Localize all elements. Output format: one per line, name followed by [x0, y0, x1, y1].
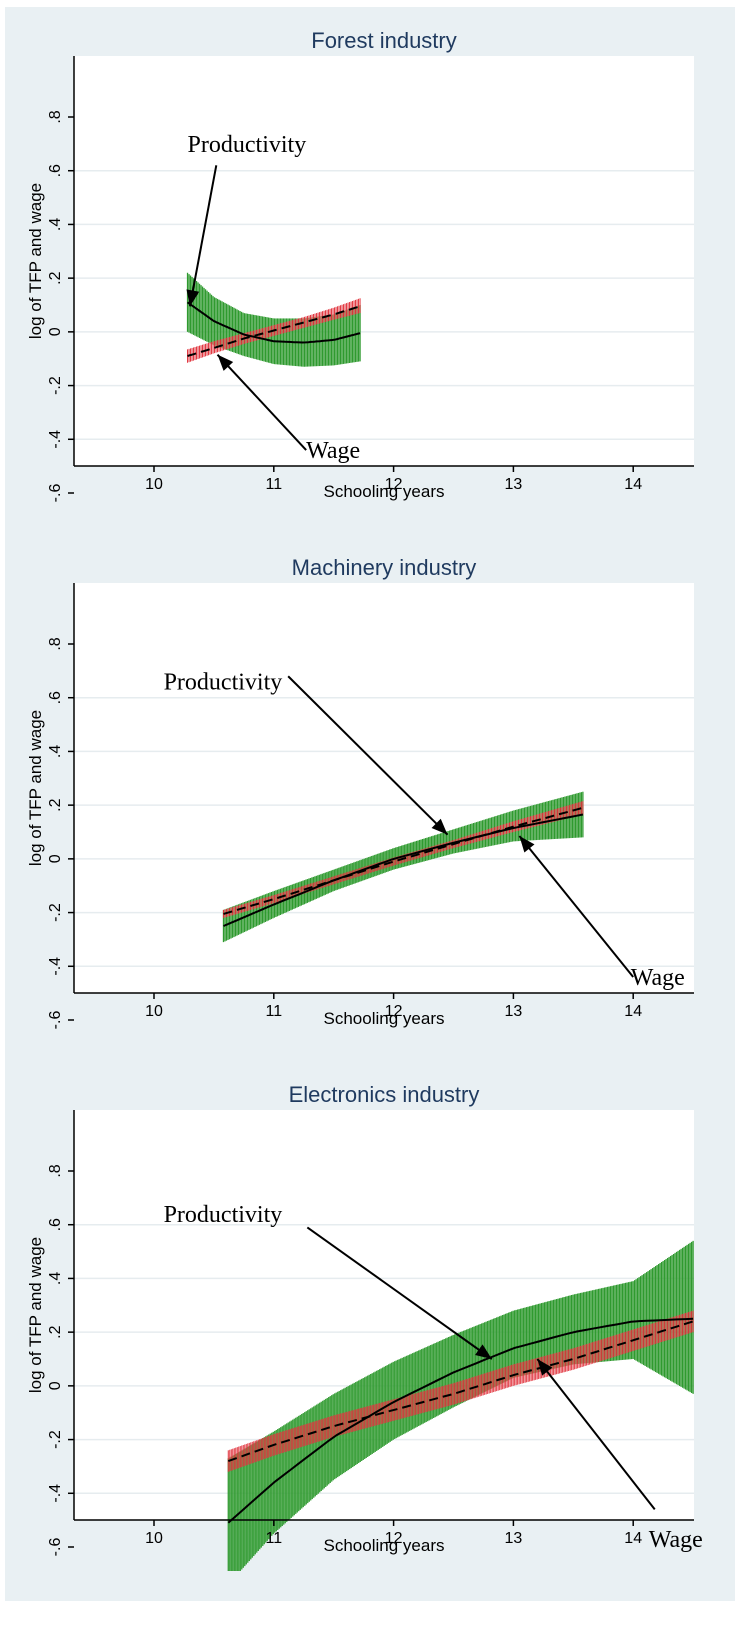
y-tick-label: .4: [47, 745, 64, 758]
annotation-wage: Wage: [631, 965, 685, 991]
y-tick-label: 0: [47, 854, 64, 863]
wage-line: [187, 305, 361, 357]
x-tick-label: 10: [145, 476, 163, 493]
y-tick-label: .2: [47, 271, 64, 284]
y-axis-title: log of TFP and wage: [26, 1237, 45, 1393]
y-tick-label: -.4: [47, 957, 64, 976]
y-tick-label: 0: [47, 327, 64, 336]
x-tick-label: 13: [505, 1003, 523, 1020]
axes: 101112131415-.6-.4-.20.2.4.6.8: [47, 56, 694, 503]
annotation-arrowhead: [537, 1359, 553, 1376]
productivity-line: [227, 1317, 694, 1524]
x-tick-label: 14: [624, 1003, 642, 1020]
y-tick-label: .6: [47, 1218, 64, 1231]
y-tick-label: .4: [47, 1272, 64, 1285]
x-tick-label: 13: [505, 1530, 523, 1547]
y-tick-label: -.4: [47, 430, 64, 449]
y-tick-label: -.6: [47, 484, 64, 503]
y-tick-label: .8: [47, 1164, 64, 1177]
x-tick-label: 12: [385, 1003, 403, 1020]
x-tick-label: 11: [265, 1003, 282, 1020]
annotation-wage: Wage: [306, 438, 360, 464]
y-tick-label: .2: [47, 1325, 64, 1338]
annotation-arrowhead: [431, 818, 448, 835]
annotations: Productivity Wage: [164, 670, 685, 991]
y-tick-label: -.2: [47, 903, 64, 922]
y-tick-label: .6: [47, 164, 64, 177]
y-axis-title: log of TFP and wage: [26, 710, 45, 866]
y-tick-label: -.6: [47, 1011, 64, 1030]
y-axis-title: log of TFP and wage: [26, 183, 45, 339]
plot-area: [74, 583, 694, 993]
y-tick-label: -.6: [47, 1538, 64, 1557]
plot-area: [74, 56, 694, 466]
annotations: Productivity Wage: [164, 1202, 703, 1553]
axes: 101112131415-.6-.4-.20.2.4.6.8: [47, 583, 694, 1030]
annotation-arrow-shaft: [536, 1358, 656, 1511]
annotation-arrow-shaft: [216, 354, 307, 451]
axes: 101112131415-.6-.4-.20.2.4.6.8: [47, 1110, 694, 1557]
y-tick-label: -.2: [47, 376, 64, 395]
y-tick-label: .4: [47, 218, 64, 231]
x-tick-label: 13: [505, 476, 523, 493]
y-tick-label: -.4: [47, 1484, 64, 1503]
annotation-arrow-shaft: [518, 835, 634, 978]
x-tick-label: 14: [624, 476, 642, 493]
x-tick-label: 11: [265, 1530, 282, 1547]
wage-line: [227, 1320, 694, 1463]
annotation-arrowhead: [217, 354, 234, 371]
wage-line: [223, 806, 584, 915]
y-tick-label: .2: [47, 798, 64, 811]
annotation-arrowhead: [475, 1344, 492, 1359]
series-lines: [186, 301, 361, 357]
x-axis-title: Schooling years: [324, 482, 445, 501]
x-tick-label: 10: [145, 1530, 163, 1547]
series-lines: [223, 806, 584, 927]
annotation-productivity: Productivity: [164, 670, 283, 696]
productivity-line: [223, 813, 584, 927]
annotation-productivity: Productivity: [164, 1202, 283, 1228]
x-tick-label: 11: [265, 476, 282, 493]
annotation-arrowhead: [519, 836, 535, 853]
x-tick-label: 14: [624, 1530, 642, 1547]
y-tick-label: 0: [47, 1381, 64, 1390]
gridlines: [74, 169, 694, 441]
gridlines: [74, 1223, 694, 1495]
series-lines: [227, 1317, 694, 1524]
annotation-arrow-shaft: [306, 1226, 493, 1360]
annotation-arrow-shaft: [188, 165, 218, 307]
x-tick-label: 10: [145, 1003, 163, 1020]
productivity-line: [186, 301, 361, 344]
x-tick-label: 12: [385, 476, 403, 493]
y-tick-label: .8: [47, 110, 64, 123]
annotation-arrow-shaft: [287, 675, 449, 836]
annotation-wage: Wage: [649, 1527, 703, 1553]
y-tick-label: .6: [47, 691, 64, 704]
y-tick-label: -.2: [47, 1430, 64, 1449]
x-tick-label: 12: [385, 1530, 403, 1547]
x-axis-title: Schooling years: [324, 1009, 445, 1028]
chart-title: Electronics industry: [289, 1082, 480, 1107]
x-axis-title: Schooling years: [324, 1536, 445, 1555]
chart-title: Machinery industry: [292, 555, 477, 580]
annotations: Productivity Wage: [186, 132, 360, 464]
chart-title: Forest industry: [311, 28, 457, 53]
annotation-arrowhead: [186, 289, 200, 307]
annotation-productivity: Productivity: [188, 132, 307, 158]
y-tick-label: .8: [47, 637, 64, 650]
